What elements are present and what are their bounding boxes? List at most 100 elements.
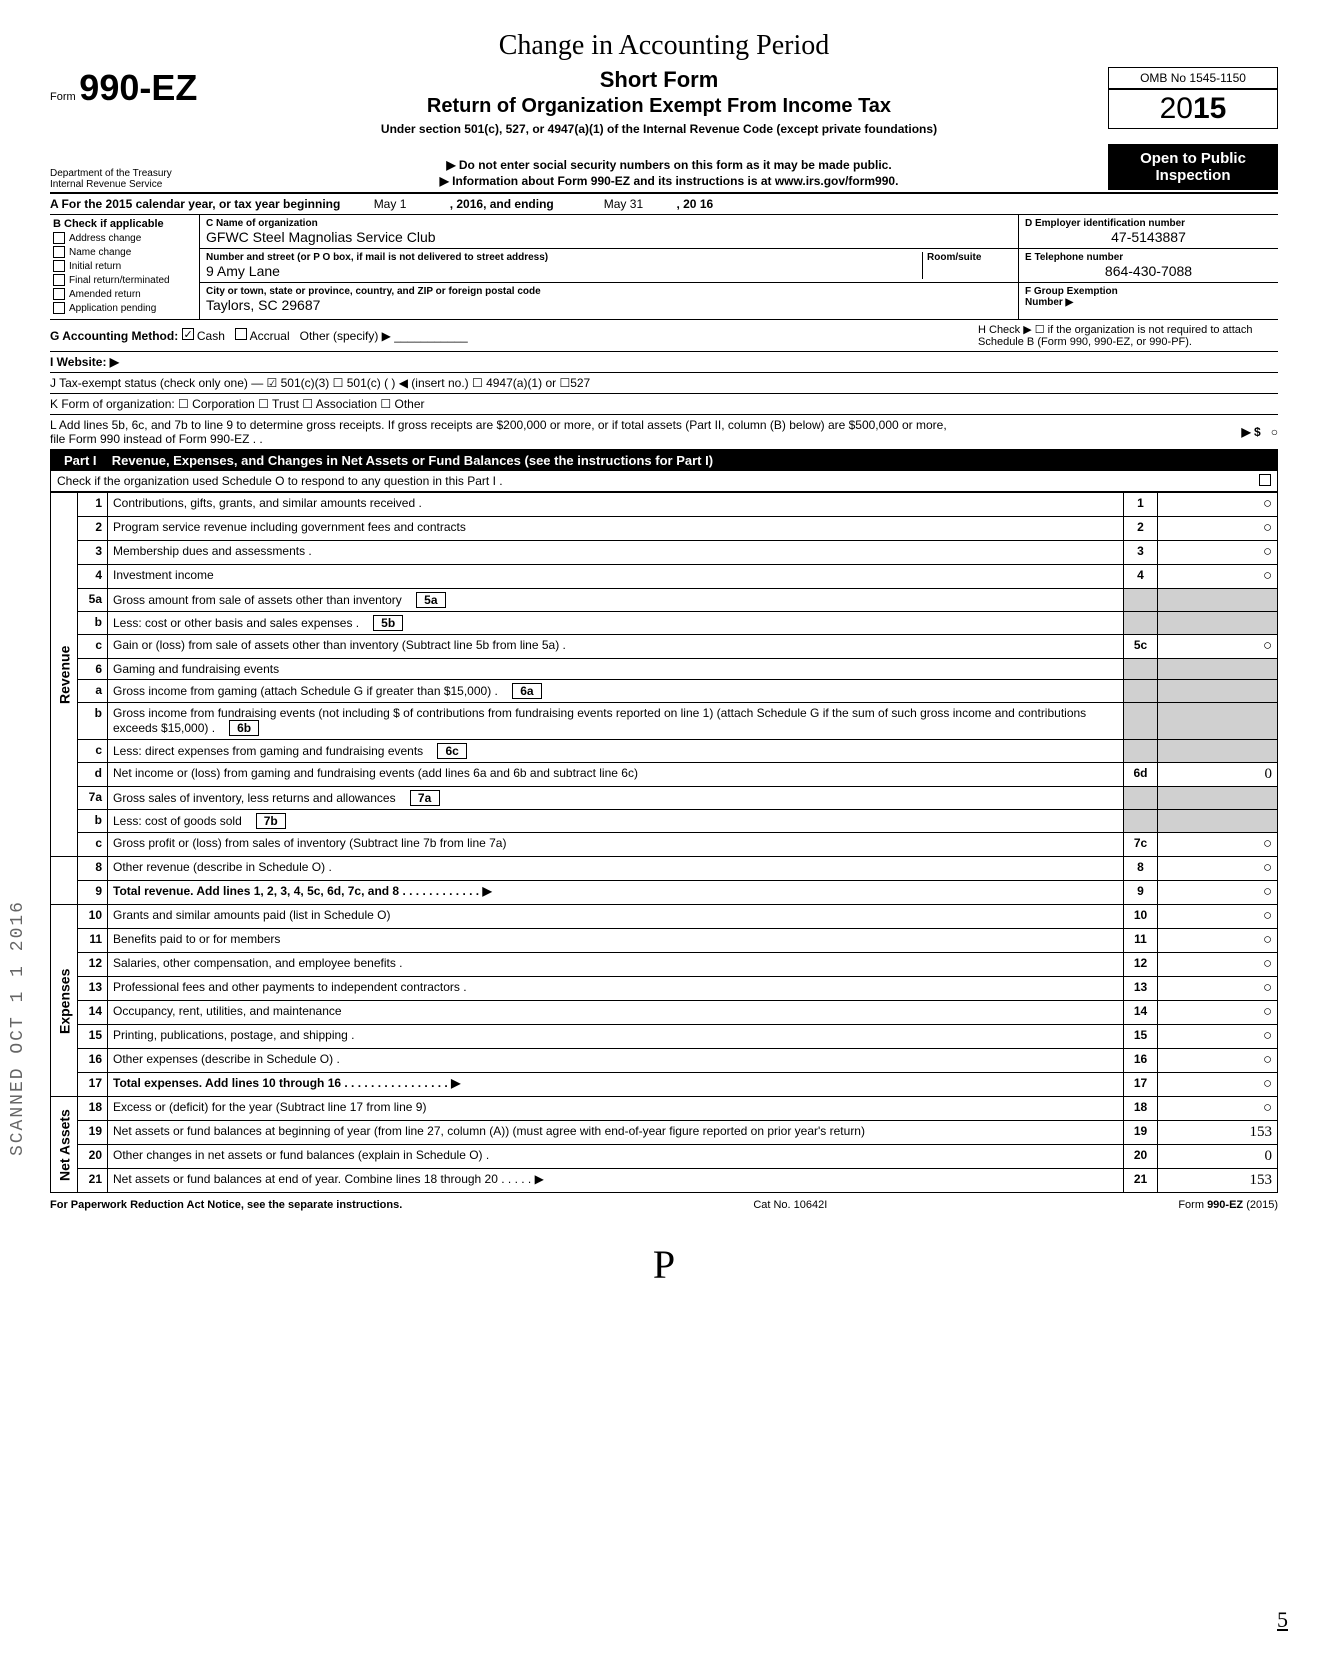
ln7c-num: c: [78, 833, 108, 857]
ln6a-sb: 6a: [512, 683, 542, 699]
ln7a-num: 7a: [78, 787, 108, 810]
ln13-amt: ○: [1158, 977, 1278, 1001]
ln13-desc: Professional fees and other payments to …: [108, 977, 1124, 1001]
page-corner-number: 5: [1277, 1607, 1288, 1633]
ln20-amt: 0: [1158, 1145, 1278, 1169]
tax-year: 2015: [1108, 89, 1278, 129]
chk-name[interactable]: [53, 246, 65, 258]
ln4-box: 4: [1124, 565, 1158, 589]
lbl-amended: Amended return: [69, 289, 141, 300]
ln11-box: 11: [1124, 929, 1158, 953]
instruction-ssn: ▶ Do not enter social security numbers o…: [230, 158, 1108, 172]
row-a-begin: May 1: [374, 197, 407, 211]
chk-pending[interactable]: [53, 302, 65, 314]
ln6c-sb: 6c: [437, 743, 467, 759]
ln11-amt: ○: [1158, 929, 1278, 953]
row-i-website: I Website: ▶: [50, 355, 119, 369]
ln7a-shade: [1124, 787, 1158, 810]
ln7b-desc: Less: cost of goods sold: [113, 814, 242, 828]
street-label: Number and street (or P O box, if mail i…: [206, 252, 922, 263]
ln7c-amt: ○: [1158, 833, 1278, 857]
ln9-desc: Total revenue. Add lines 1, 2, 3, 4, 5c,…: [113, 884, 492, 898]
ln6-shade2: [1158, 659, 1278, 680]
ln2-amt: ○: [1158, 517, 1278, 541]
open-public-2: Inspection: [1114, 167, 1272, 184]
ln5a-shade2: [1158, 589, 1278, 612]
ln20-desc: Other changes in net assets or fund bala…: [108, 1145, 1124, 1169]
ln5c-desc: Gain or (loss) from sale of assets other…: [108, 635, 1124, 659]
dept-irs: Internal Revenue Service: [50, 179, 230, 190]
chk-final[interactable]: [53, 274, 65, 286]
ln5b-shade2: [1158, 612, 1278, 635]
title-main: Return of Organization Exempt From Incom…: [220, 95, 1098, 118]
ln15-box: 15: [1124, 1025, 1158, 1049]
chk-address[interactable]: [53, 232, 65, 244]
form-number: 990-EZ: [79, 67, 197, 108]
ln7b-num: b: [78, 810, 108, 833]
ln18-box: 18: [1124, 1097, 1158, 1121]
ln2-num: 2: [78, 517, 108, 541]
chk-accrual[interactable]: [235, 328, 247, 340]
ln1-num: 1: [78, 493, 108, 517]
chk-initial[interactable]: [53, 260, 65, 272]
footer-right-pre: Form: [1178, 1199, 1207, 1211]
ln6d-box: 6d: [1124, 763, 1158, 787]
ln9-amt: ○: [1158, 881, 1278, 905]
ln14-amt: ○: [1158, 1001, 1278, 1025]
chk-schedule-o[interactable]: [1259, 474, 1271, 486]
ln2-box: 2: [1124, 517, 1158, 541]
ln12-box: 12: [1124, 953, 1158, 977]
ln5c-num: c: [78, 635, 108, 659]
ln6c-shade: [1124, 740, 1158, 763]
ein-value: 47-5143887: [1025, 229, 1272, 245]
phone-label: E Telephone number: [1025, 252, 1272, 263]
chk-amended[interactable]: [53, 288, 65, 300]
row-j-status: J Tax-exempt status (check only one) — ☑…: [50, 376, 590, 390]
row-k-org: K Form of organization: ☐ Corporation ☐ …: [50, 397, 425, 411]
group-exempt-number: Number ▶: [1025, 297, 1073, 308]
side-expenses: Expenses: [51, 905, 78, 1097]
lbl-name: Name change: [69, 247, 131, 258]
room-label: Room/suite: [927, 252, 1012, 263]
city-label: City or town, state or province, country…: [206, 286, 1012, 297]
row-a-end-month: May 31: [604, 197, 643, 211]
ln6a-shade2: [1158, 680, 1278, 703]
ln6a-desc: Gross income from gaming (attach Schedul…: [113, 684, 498, 698]
row-g-label: G Accounting Method:: [50, 329, 178, 343]
ln12-desc: Salaries, other compensation, and employ…: [108, 953, 1124, 977]
ln19-num: 19: [78, 1121, 108, 1145]
ln13-num: 13: [78, 977, 108, 1001]
ln6d-num: d: [78, 763, 108, 787]
signature-initial: P: [50, 1241, 1278, 1288]
ln8-amt: ○: [1158, 857, 1278, 881]
lbl-cash: Cash: [197, 329, 225, 343]
ln6-num: 6: [78, 659, 108, 680]
ln4-desc: Investment income: [108, 565, 1124, 589]
phone-value: 864-430-7088: [1025, 263, 1272, 279]
ln17-desc: Total expenses. Add lines 10 through 16 …: [113, 1076, 460, 1090]
ln7a-shade2: [1158, 787, 1278, 810]
ln3-amt: ○: [1158, 541, 1278, 565]
ln6a-shade: [1124, 680, 1158, 703]
omb-number: OMB No 1545-1150: [1108, 67, 1278, 89]
part-1-check-line: Check if the organization used Schedule …: [57, 474, 503, 488]
title-short: Short Form: [220, 67, 1098, 93]
footer-left: For Paperwork Reduction Act Notice, see …: [50, 1199, 402, 1211]
ln10-desc: Grants and similar amounts paid (list in…: [108, 905, 1124, 929]
ln6-desc: Gaming and fundraising events: [108, 659, 1124, 680]
lbl-accrual: Accrual: [250, 329, 290, 343]
chk-cash[interactable]: [182, 328, 194, 340]
handwritten-title: Change in Accounting Period: [50, 30, 1278, 62]
ln16-num: 16: [78, 1049, 108, 1073]
form-header: Form 990-EZ Short Form Return of Organiz…: [50, 67, 1278, 136]
ln21-amt: 153: [1158, 1169, 1278, 1193]
row-l-receipts: L Add lines 5b, 6c, and 7b to line 9 to …: [50, 418, 950, 446]
ln18-num: 18: [78, 1097, 108, 1121]
footer-mid: Cat No. 10642I: [753, 1199, 827, 1211]
side-revenue: Revenue: [51, 493, 78, 857]
street-value: 9 Amy Lane: [206, 263, 922, 279]
ln12-num: 12: [78, 953, 108, 977]
ln7c-desc: Gross profit or (loss) from sales of inv…: [108, 833, 1124, 857]
ln3-desc: Membership dues and assessments .: [108, 541, 1124, 565]
lbl-address: Address change: [69, 233, 141, 244]
